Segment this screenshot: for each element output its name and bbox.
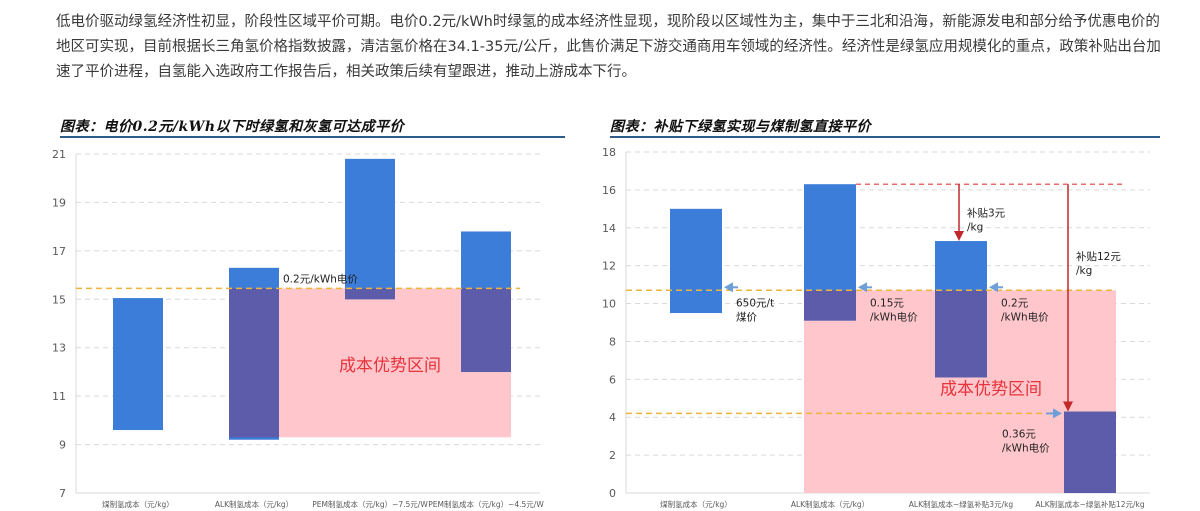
chart2-bar-overlap — [935, 290, 987, 378]
chart2-coal-price-label: 650元/t 煤价 — [736, 297, 774, 323]
chart2-ytick-label: 10 — [602, 298, 616, 311]
chart2-title: 图表：补贴下绿氢实现与煤制氢直接平价 — [610, 119, 871, 135]
chart1-category-label: PEM制氢成本（元/kg）~7.5元/W — [312, 499, 428, 509]
chart1-bar — [345, 158, 395, 300]
chart1-bar-overlap — [461, 288, 511, 372]
chart1-ytick-label: 17 — [52, 245, 66, 258]
chart2-subsidy-arrow-head — [1063, 401, 1073, 412]
chart2-level-arrow-head — [1053, 408, 1062, 419]
chart2-ytick-label: 2 — [609, 449, 616, 462]
chart2-category-label: ALK制氢成本~绿氢补贴12元/kg — [1035, 499, 1144, 509]
chart2-ytick-label: 6 — [609, 373, 616, 386]
chart1-reference-label: 0.2元/kWh电价 — [283, 272, 358, 285]
chart1-category-label: 煤制氢成本（元/kg） — [102, 499, 174, 509]
chart2-level-arrow-head — [724, 282, 733, 293]
chart2-bar — [1064, 411, 1116, 493]
chart2-ytick-label: 4 — [609, 411, 616, 424]
chart1-ytick-label: 7 — [59, 487, 66, 500]
chart1-ytick-label: 13 — [52, 342, 66, 355]
chart2-bar-overlap — [804, 290, 856, 321]
chart2-ytick-label: 16 — [602, 184, 616, 197]
chart2-category-label: ALK制氢成本（元/kg） — [791, 499, 869, 509]
chart1-zone-label: 成本优势区间 — [339, 356, 441, 376]
chart2-category-label: ALK制氢成本~绿氢补贴3元/kg — [909, 499, 1014, 509]
chart1-ytick-label: 15 — [52, 293, 66, 306]
chart2-title-rule — [610, 136, 1160, 138]
chart1-ytick-label: 9 — [59, 439, 66, 452]
chart1-bar — [113, 298, 163, 431]
chart2-zone-label: 成本优势区间 — [940, 379, 1042, 399]
chart2-category-label: 煤制氢成本（元/kg） — [660, 499, 732, 509]
chart1-ytick-label: 21 — [52, 148, 66, 161]
chart2-electricity-value-label: 0.2元/kWh电价 — [1001, 297, 1049, 323]
chart2-bar — [670, 208, 722, 314]
chart2-subsidy12-label: 补贴12元/kg — [1076, 250, 1121, 277]
chart2-ytick-label: 14 — [602, 222, 616, 235]
chart1-ytick-label: 11 — [52, 390, 66, 403]
chart2-electricity-036-label: 0.36元/kWh电价 — [1002, 428, 1050, 454]
chart2-ytick-label: 18 — [602, 146, 616, 159]
chart1-bar-overlap — [229, 288, 279, 438]
chart2-ytick-label: 12 — [602, 260, 616, 273]
chart2-subsidy3-label: 补贴3元/kg — [967, 206, 1006, 233]
chart1-svg: 7 9 11 13 15 17 19 21 0.2元/kWh电价成本优势区间煤制氢成本（元/kg… — [52, 148, 544, 509]
intro-paragraph: 低电价驱动绿氢经济性初显，阶段性区域平价可期。电价0.2元/kWh时绿氢的成本经… — [56, 14, 1161, 80]
chart1-title-rule — [60, 136, 565, 138]
chart1-category-label: PEM制氢成本（元/kg）~4.5元/W — [428, 499, 544, 509]
chart1-category-label: ALK制氢成本（元/kg） — [215, 499, 293, 509]
chart1-bar-overlap — [345, 288, 395, 300]
chart2-subsidy-arrow-head — [954, 231, 964, 242]
chart2-ytick-label: 8 — [609, 335, 616, 348]
chart2-svg: 0 2 4 6 8 10 12 14 16 18 650元/t 煤价 0.15元/kWh电价 0.2元/k… — [602, 146, 1150, 509]
chart2-ytick-label: 0 — [609, 487, 616, 500]
chart1-ytick-label: 19 — [52, 196, 66, 209]
chart2-level-arrow-head — [858, 282, 867, 293]
chart1-title: 图表：电价0.2元/kWh以下时绿氢和灰氢可达成平价 — [60, 119, 405, 135]
chart2-electricity-value-label: 0.15元/kWh电价 — [870, 297, 918, 323]
chart2-level-arrow-head — [989, 282, 998, 293]
